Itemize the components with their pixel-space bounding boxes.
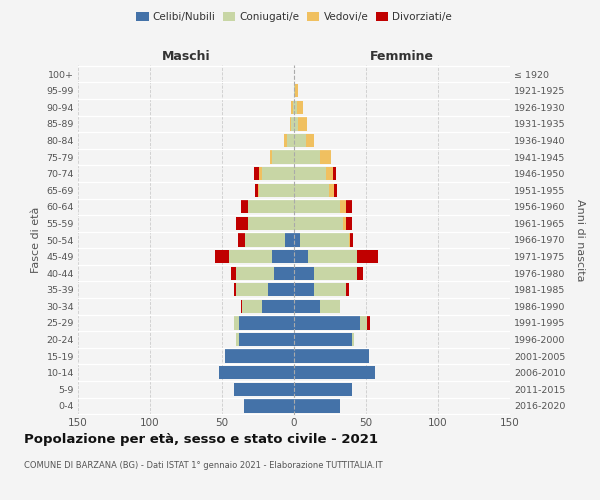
Bar <box>233 382 294 396</box>
Bar <box>269 150 272 164</box>
Y-axis label: Fasce di età: Fasce di età <box>31 207 41 273</box>
Bar <box>286 234 294 246</box>
Bar <box>248 200 294 213</box>
Bar <box>294 200 340 213</box>
Bar <box>308 250 358 263</box>
Bar <box>294 184 329 197</box>
Bar <box>294 150 320 164</box>
Bar <box>255 184 258 197</box>
Bar <box>236 217 248 230</box>
Bar <box>238 234 245 246</box>
Bar <box>291 100 293 114</box>
Bar <box>294 217 343 230</box>
Bar <box>294 250 308 263</box>
Text: COMUNE DI BARZANA (BG) - Dati ISTAT 1° gennaio 2021 - Elaborazione TUTTITALIA.IT: COMUNE DI BARZANA (BG) - Dati ISTAT 1° g… <box>24 460 383 469</box>
Bar <box>350 234 353 246</box>
Bar <box>230 266 236 280</box>
Bar <box>262 167 294 180</box>
Bar <box>294 382 352 396</box>
Bar <box>294 266 314 280</box>
Bar <box>298 118 307 130</box>
Bar <box>258 184 259 197</box>
Bar <box>294 316 360 330</box>
Bar <box>343 217 346 230</box>
Bar <box>294 134 305 147</box>
Bar <box>291 118 294 130</box>
Bar <box>229 250 272 263</box>
Bar <box>242 300 262 313</box>
Bar <box>346 217 352 230</box>
Bar <box>349 234 350 246</box>
Bar <box>305 134 314 147</box>
Bar <box>236 283 268 296</box>
Bar <box>294 399 340 412</box>
Legend: Celibi/Nubili, Coniugati/e, Vedovi/e, Divorziati/e: Celibi/Nubili, Coniugati/e, Vedovi/e, Di… <box>132 8 456 26</box>
Bar <box>284 134 287 147</box>
Bar <box>320 300 340 313</box>
Bar <box>360 316 367 330</box>
Bar <box>272 250 294 263</box>
Bar <box>326 167 333 180</box>
Bar <box>233 316 239 330</box>
Bar <box>239 333 294 346</box>
Bar <box>225 350 294 362</box>
Bar <box>259 184 294 197</box>
Bar <box>352 333 355 346</box>
Bar <box>259 167 262 180</box>
Bar <box>329 184 334 197</box>
Bar <box>287 134 294 147</box>
Bar <box>236 333 239 346</box>
Bar <box>290 118 291 130</box>
Bar <box>346 200 352 213</box>
Bar <box>300 234 349 246</box>
Bar <box>272 150 294 164</box>
Bar <box>248 217 294 230</box>
Bar <box>294 234 300 246</box>
Bar <box>294 283 314 296</box>
Bar <box>245 234 286 246</box>
Bar <box>233 283 236 296</box>
Bar <box>358 250 377 263</box>
Bar <box>334 184 337 197</box>
Bar <box>294 118 298 130</box>
Bar <box>236 266 274 280</box>
Text: Popolazione per età, sesso e stato civile - 2021: Popolazione per età, sesso e stato civil… <box>24 432 378 446</box>
Bar <box>244 399 294 412</box>
Bar <box>294 84 295 98</box>
Bar <box>241 300 242 313</box>
Bar <box>241 200 248 213</box>
Bar <box>268 283 294 296</box>
Bar <box>297 100 302 114</box>
Bar <box>293 100 294 114</box>
Bar <box>254 167 259 180</box>
Bar <box>295 84 298 98</box>
Bar <box>239 316 294 330</box>
Bar <box>320 150 331 164</box>
Bar <box>294 100 297 114</box>
Bar <box>340 200 346 213</box>
Bar <box>294 333 352 346</box>
Bar <box>294 300 320 313</box>
Bar <box>314 266 358 280</box>
Bar <box>262 300 294 313</box>
Bar <box>314 283 346 296</box>
Bar <box>219 366 294 380</box>
Bar <box>333 167 336 180</box>
Y-axis label: Anni di nascita: Anni di nascita <box>575 198 585 281</box>
Text: Femmine: Femmine <box>370 50 434 62</box>
Bar <box>274 266 294 280</box>
Bar <box>346 283 349 296</box>
Bar <box>294 167 326 180</box>
Bar <box>294 350 369 362</box>
Bar <box>215 250 229 263</box>
Bar <box>294 366 374 380</box>
Bar <box>367 316 370 330</box>
Text: Maschi: Maschi <box>161 50 211 62</box>
Bar <box>358 266 363 280</box>
